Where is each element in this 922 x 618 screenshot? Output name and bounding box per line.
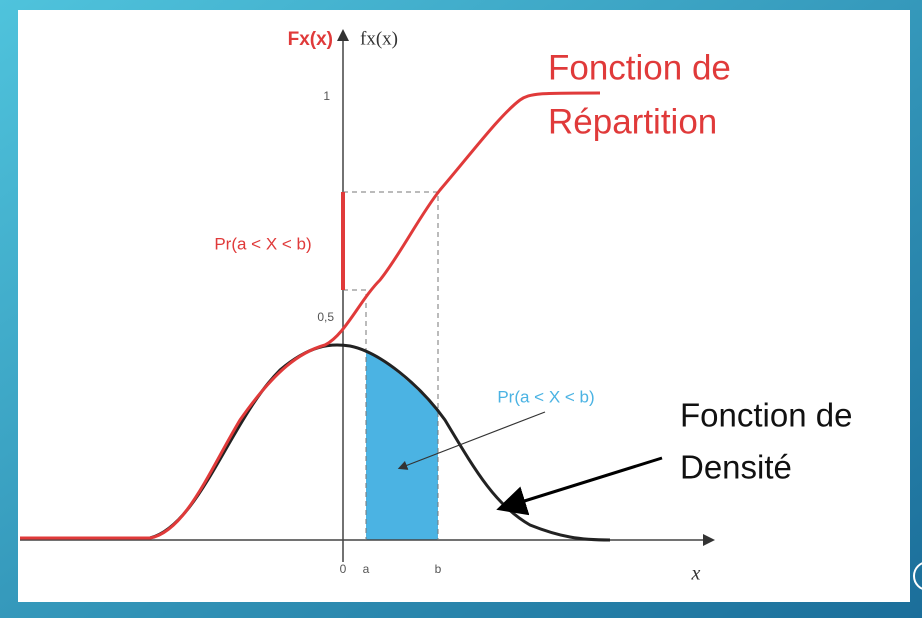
origin-label: 0	[340, 562, 347, 576]
pdf-axis-label: fx(x)	[360, 28, 398, 49]
cdf-name: Répartition	[548, 102, 717, 141]
b-label: b	[435, 562, 442, 576]
cdf-curve	[20, 91, 601, 540]
shaded-area	[366, 350, 438, 540]
y-label-half: 0,5	[317, 310, 334, 324]
cdf-name: Fonction de	[548, 48, 731, 87]
pdf-probability: Pr(a < X < b)	[497, 387, 594, 406]
cdf-probability: Pr(a < X < b)	[214, 234, 311, 253]
pdf-name: Fonction de	[680, 397, 852, 434]
density-arrow	[496, 456, 663, 516]
a-label: a	[363, 562, 370, 576]
pdf-name: Densité	[680, 449, 792, 486]
pointer-arrow	[397, 411, 546, 470]
corner-icon	[913, 562, 922, 590]
y-label-one: 1	[323, 89, 330, 103]
x-label: x	[691, 563, 701, 585]
density-curve	[20, 343, 611, 542]
panel	[18, 10, 910, 602]
cdf-axis-label: Fx(x)	[288, 29, 333, 50]
